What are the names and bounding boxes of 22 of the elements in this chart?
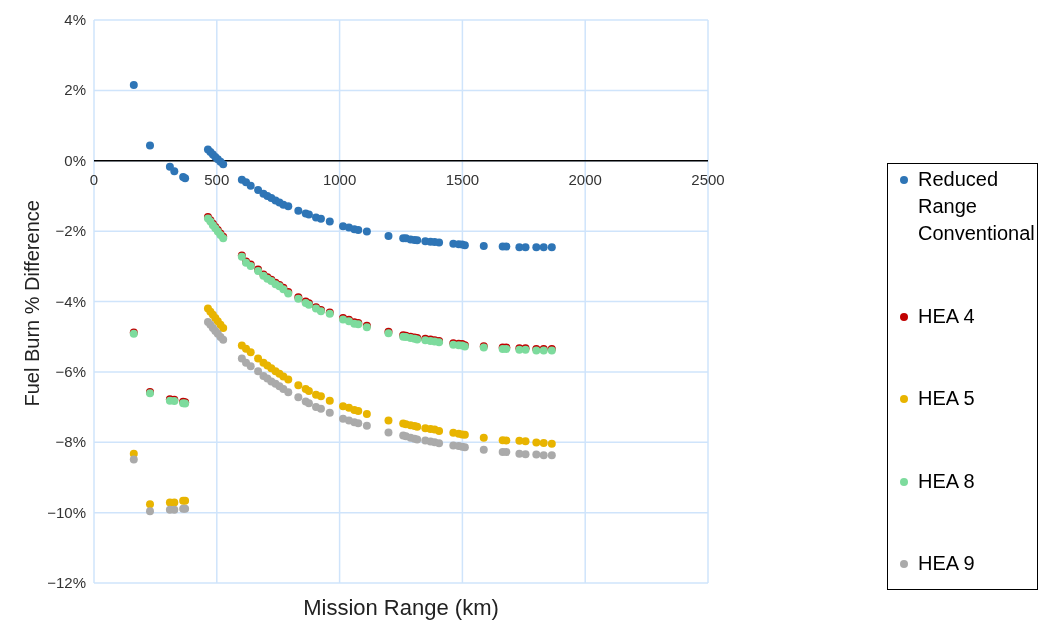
legend-label: HEA 9 bbox=[918, 551, 975, 576]
x-tick-label: 2500 bbox=[691, 170, 725, 188]
x-axis-title: Mission Range (km) bbox=[303, 595, 499, 620]
legend-label: Reduced Range Conventional bbox=[918, 167, 1035, 246]
y-axis-title: Fuel Burn % Difference bbox=[21, 200, 44, 407]
y-tick-label: −8% bbox=[55, 433, 86, 451]
legend-label: HEA 8 bbox=[918, 468, 975, 494]
y-tick-label: −4% bbox=[55, 292, 86, 310]
y-tick-label: −2% bbox=[55, 222, 86, 240]
x-tick-label: 0 bbox=[89, 170, 99, 188]
legend-label: HEA 4 bbox=[918, 303, 975, 329]
x-tick-label: 2000 bbox=[568, 170, 602, 188]
y-tick-label: −12% bbox=[47, 574, 86, 591]
x-tick-label: 1000 bbox=[322, 170, 357, 188]
y-tick-label: 4% bbox=[64, 11, 86, 28]
y-tick-label: 2% bbox=[64, 81, 86, 99]
legend-label: HEA 5 bbox=[918, 386, 975, 411]
y-tick-label: −10% bbox=[47, 503, 86, 521]
x-tick-label: 500 bbox=[204, 170, 230, 188]
x-tick-label: 1500 bbox=[445, 170, 480, 188]
y-tick-label: 0% bbox=[64, 151, 86, 169]
y-tick-label: −6% bbox=[55, 362, 86, 380]
